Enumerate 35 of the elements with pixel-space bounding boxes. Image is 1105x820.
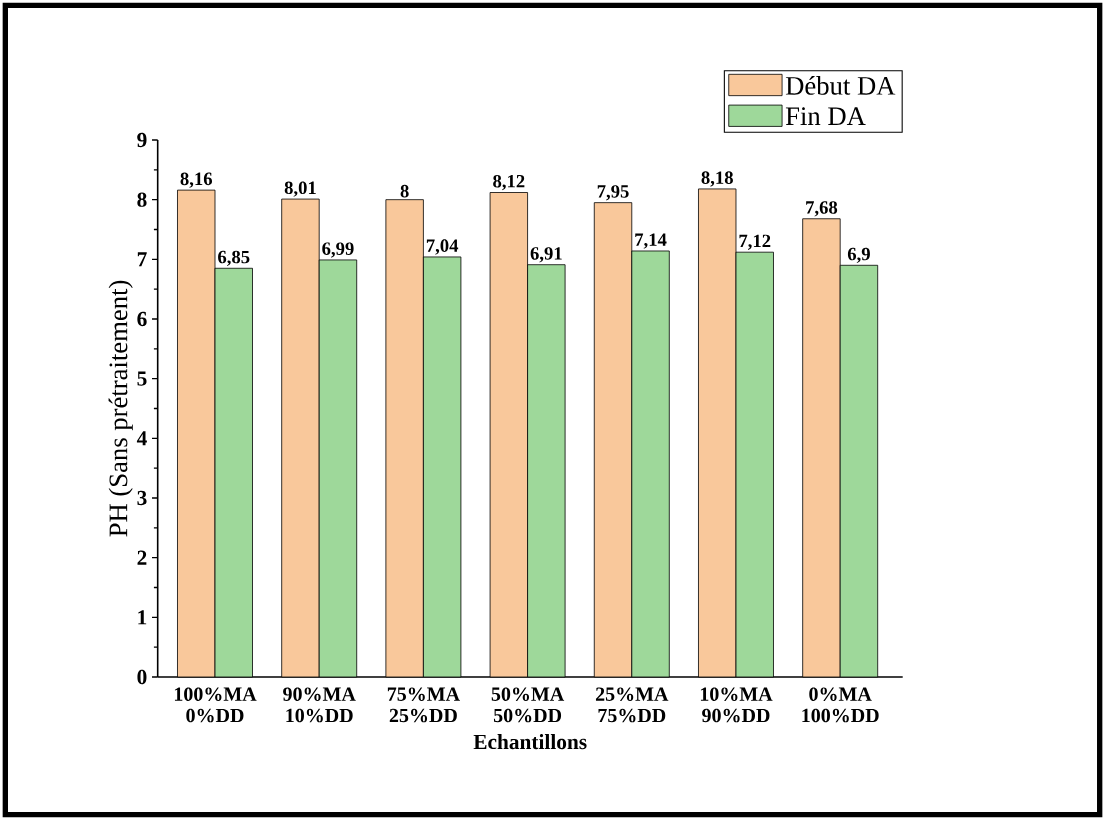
- data-label: 6,85: [218, 250, 250, 267]
- y-tick-label: 4: [136, 431, 147, 446]
- y-tick-label: 0: [137, 669, 147, 685]
- y-tick-label: 1: [138, 610, 147, 625]
- x-tick-label: 25%MA 75%DD: [595, 687, 669, 723]
- x-tick-label: 10%MA 90%DD: [700, 687, 773, 723]
- y-tick-label: 6: [137, 311, 147, 327]
- data-label: 8,12: [493, 174, 525, 191]
- x-axis-title: Echantillons: [473, 734, 587, 750]
- data-label: 6,91: [530, 247, 562, 263]
- data-label: 7,12: [739, 234, 771, 250]
- y-tick-label: 7: [137, 252, 147, 267]
- x-tick-label: 0%MA 100%DD: [802, 687, 879, 723]
- data-label: 7,95: [597, 185, 629, 201]
- y-tick-label: 9: [137, 132, 147, 148]
- data-label: 6,99: [322, 242, 354, 258]
- x-tick-label: 50%MA 50%DD: [491, 687, 565, 723]
- x-tick-label: 75%MA 25%DD: [387, 687, 460, 723]
- y-tick-label: 5: [137, 371, 147, 386]
- data-label: 7,68: [806, 201, 838, 217]
- data-label: 7,14: [635, 233, 667, 249]
- legend-label: Début DA: [785, 76, 896, 95]
- data-label: 8: [400, 184, 409, 198]
- data-label: 6,9: [847, 247, 870, 264]
- data-label: 8,16: [180, 172, 213, 188]
- y-tick-label: 8: [137, 192, 147, 207]
- legend-label: Fin DA: [785, 107, 866, 125]
- y-tick-label: 2: [137, 550, 147, 565]
- data-label: 7,04: [426, 239, 459, 255]
- data-label: 8,18: [701, 171, 733, 187]
- y-tick-label: 3: [137, 490, 147, 506]
- y-axis-title: PH (Sans prétraitement): [108, 280, 133, 537]
- x-tick-label: 100%MA 0%DD: [174, 687, 257, 723]
- data-label: 8,01: [284, 181, 316, 197]
- x-tick-label: 90%MA 10%DD: [283, 687, 356, 723]
